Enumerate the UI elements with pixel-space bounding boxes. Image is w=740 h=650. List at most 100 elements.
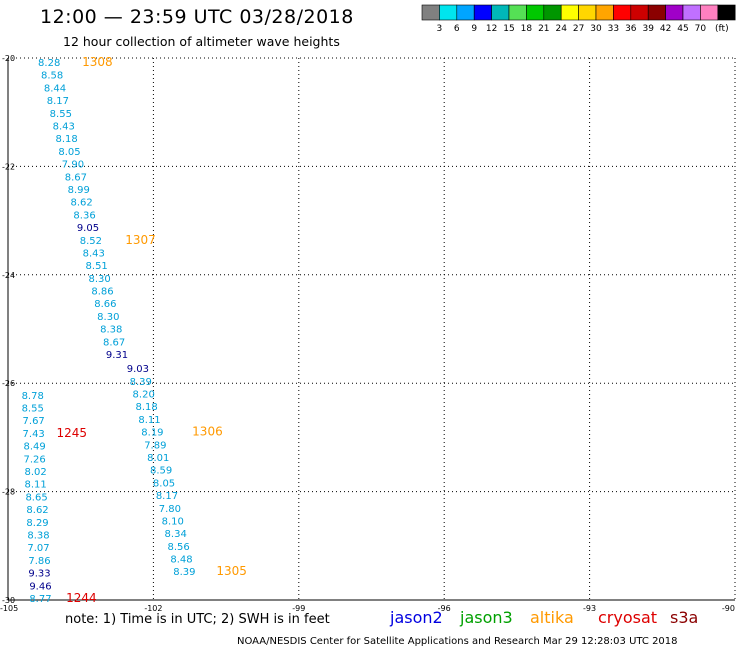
legend-swatch [595,4,614,21]
wave-height-point: 8.39 [173,567,195,578]
wave-height-point: 9.31 [106,350,128,361]
footer-credit: NOAA/NESDIS Center for Satellite Applica… [237,636,678,647]
wave-height-point: 8.28 [38,58,60,69]
wave-height-point: 8.11 [138,415,160,426]
wave-height-point: 9.03 [127,364,149,375]
legend-tick-label: 9 [471,24,477,34]
wave-height-point: 9.33 [28,569,50,580]
wave-height-point: 8.18 [135,402,157,413]
legend-tick-label: 18 [521,24,533,34]
legend-swatch [543,4,562,21]
wave-height-point: 8.43 [53,121,75,132]
legend-unit: (ft) [715,24,729,34]
wave-height-point: 8.52 [80,236,102,247]
time-labels: 1308 1307 1306 1305 1245 1244 [56,55,246,605]
lon-axis-label: -99 [292,604,305,613]
wave-height-point: 8.67 [103,337,125,348]
pass-time-label: 1306 [192,425,223,439]
lon-axis-label: -96 [438,604,451,613]
wave-height-point: 8.02 [24,467,46,478]
legend-swatch [717,4,736,21]
pass-time-label: 1308 [82,55,113,69]
wave-height-point: 7.67 [23,416,45,427]
legend-swatch [665,4,684,21]
wave-height-point: 8.39 [130,377,152,388]
legend-swatch [630,4,649,21]
wave-height-point: 8.17 [47,96,69,107]
wave-height-point: 8.99 [68,185,90,196]
wave-height-point: 8.20 [133,389,155,400]
wave-height-point: 7.90 [62,160,84,171]
legend-tick-label: 6 [454,24,460,34]
color-legend: 3 6 9 12 15 18 21 24 27 30 33 36 39 42 45 70 (ft) [421,4,736,34]
wave-height-point: 7.80 [159,504,181,515]
legend-tick-label: 3 [437,24,443,34]
wave-height-point: 8.34 [165,529,187,540]
wave-height-point: 7.86 [28,556,50,567]
lat-axis-label: -28 [2,488,15,497]
legend-swatch [526,4,545,21]
wave-height-point: 8.86 [91,287,113,298]
lon-axis-label: -93 [583,604,596,613]
wave-height-point: 8.38 [100,325,122,336]
legend-tick-label: 70 [695,24,707,34]
legend-tick-label: 45 [677,24,688,34]
wave-height-point: 9.05 [77,223,99,234]
wave-height-point: 8.62 [71,198,93,209]
page-title: 12:00 — 23:59 UTC 03/28/2018 [40,6,354,28]
legend-swatch [682,4,701,21]
legend-tick-label: 33 [608,24,619,34]
wave-height-point: 8.65 [25,492,47,503]
lon-axis-label: -90 [722,604,735,613]
satellite-legend-jason2: jason2 [390,608,443,627]
wave-height-point: 8.44 [44,83,66,94]
legend-swatch [456,4,475,21]
lat-axis-label: -20 [2,54,15,63]
satellite-legend-jason3: jason3 [460,608,513,627]
legend-swatch [647,4,666,21]
satellite-legend-s3a: s3a [670,608,699,627]
wave-height-point: 7.26 [24,454,46,465]
wave-height-point: 8.56 [167,542,189,553]
legend-swatch [508,4,527,21]
wave-height-point: 8.78 [22,391,44,402]
wave-height-point: 8.18 [55,134,77,145]
wave-height-point: 7.43 [23,429,45,440]
wave-height-point: 8.55 [50,109,72,120]
wave-height-point: 8.29 [26,518,48,529]
pass-time-label: 1307 [125,233,156,247]
wave-height-point: 8.38 [27,531,49,542]
wave-height-point: 8.67 [65,172,87,183]
pass-time-label: 1245 [56,426,87,440]
lat-axis-label: -24 [2,271,15,280]
wave-height-point: 8.11 [24,480,46,491]
pass-time-label: 1305 [216,564,247,578]
wave-height-point: 8.10 [162,516,184,527]
wave-height-point: 8.66 [94,299,116,310]
wave-height-point: 8.43 [83,248,105,259]
legend-swatch [491,4,510,21]
satellite-legend-altika: altika [530,608,574,627]
wave-height-point: 8.36 [73,210,95,221]
legend-swatch [613,4,632,21]
legend-tick-label: 21 [538,24,549,34]
wave-height-point: 8.05 [58,147,80,158]
legend-tick-label: 15 [503,24,514,34]
wave-height-point: 8.49 [24,442,46,453]
satellite-legend-cryosat: cryosat [598,608,658,627]
wave-height-point: 8.05 [153,478,175,489]
page-subtitle: 12 hour collection of altimeter wave hei… [63,34,340,49]
wave-height-point: 7.89 [144,440,166,451]
wave-height-point: 8.55 [22,404,44,415]
wave-height-point: 8.62 [26,505,48,516]
lon-axis-label: -102 [144,604,162,613]
legend-tick-label: 24 [555,24,567,34]
wave-height-point: 8.58 [41,71,63,82]
legend-swatch [439,4,458,21]
lon-axis-label: -105 [0,604,18,613]
map-grid [7,57,736,601]
legend-swatch [700,4,719,21]
legend-tick-label: 12 [486,24,497,34]
map-axes: -20 -22 -24 -26 -28 -30-105 -102 -99 -96 -93 -90 [0,54,735,613]
